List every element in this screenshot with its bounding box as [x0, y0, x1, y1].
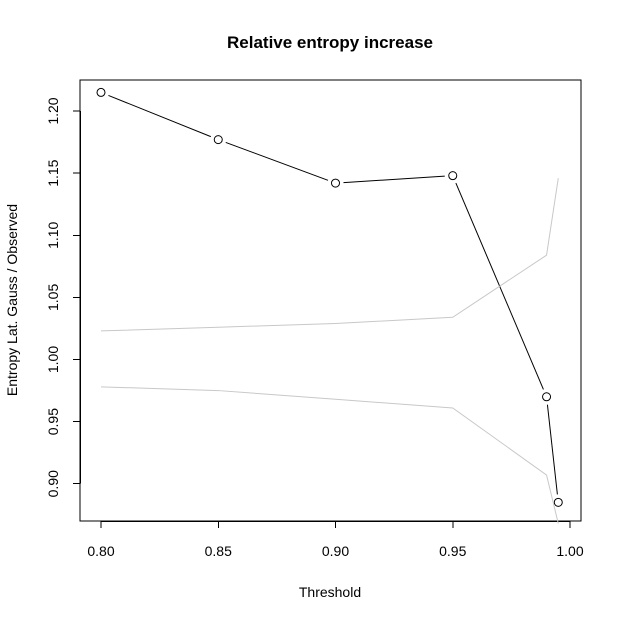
series-line — [100, 178, 559, 332]
y-tick-label: 1.15 — [45, 159, 61, 186]
y-axis: 0.90 0.95 1.00 1.05 1.10 1.15 1.20 — [45, 97, 81, 497]
data-point — [331, 178, 340, 188]
data-point — [542, 392, 552, 402]
series-line-segment — [225, 141, 329, 181]
series-2 — [100, 178, 559, 332]
series-line-segment — [546, 404, 558, 495]
y-tick-label: 1.20 — [45, 97, 61, 124]
data-point — [213, 135, 223, 145]
data-point — [96, 87, 106, 97]
data-point — [448, 171, 458, 181]
series-layer — [96, 87, 563, 524]
x-tick-label: 0.85 — [205, 543, 232, 559]
x-axis-label: Threshold — [299, 584, 361, 600]
x-tick-label: 0.90 — [322, 543, 349, 559]
series-line-segment — [343, 175, 445, 184]
y-tick-label: 1.10 — [45, 221, 61, 248]
x-tick-label: 1.00 — [556, 543, 583, 559]
data-point — [553, 497, 563, 507]
y-axis-label: Entropy Lat. Gauss / Observed — [4, 204, 20, 396]
chart-title: Relative entropy increase — [227, 33, 433, 52]
series-3 — [100, 386, 559, 524]
x-tick-label: 0.80 — [87, 543, 114, 559]
x-tick-label: 0.95 — [439, 543, 466, 559]
y-tick-label: 0.95 — [45, 408, 61, 435]
series-line-segment — [108, 94, 212, 138]
y-tick-label: 1.00 — [45, 346, 61, 373]
series-line — [100, 386, 559, 524]
y-tick-label: 0.90 — [45, 470, 61, 497]
y-tick-label: 1.05 — [45, 284, 61, 311]
x-axis: 0.80 0.85 0.90 0.95 1.00 — [87, 521, 584, 559]
